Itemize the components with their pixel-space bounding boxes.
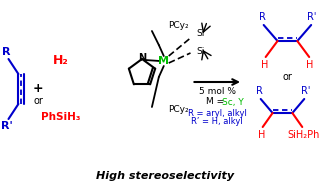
- Text: PCy₂: PCy₂: [168, 22, 188, 30]
- Text: H: H: [306, 60, 314, 70]
- Text: Si: Si: [196, 29, 205, 37]
- Text: High stereoselectivity: High stereoselectivity: [96, 171, 234, 181]
- Text: H₂: H₂: [53, 54, 69, 67]
- Text: R': R': [307, 12, 317, 22]
- Text: R = aryl, alkyl: R = aryl, alkyl: [188, 108, 247, 118]
- Text: PhSiH₃: PhSiH₃: [41, 112, 81, 122]
- Text: +: +: [33, 83, 43, 95]
- Text: Sc, Y: Sc, Y: [222, 98, 244, 106]
- Text: Si: Si: [196, 46, 205, 56]
- Text: R’ = H, alkyl: R’ = H, alkyl: [191, 118, 243, 126]
- Text: H: H: [261, 60, 268, 70]
- Text: R': R': [301, 86, 310, 96]
- Text: N: N: [138, 53, 146, 63]
- Text: 5 mol %: 5 mol %: [199, 88, 236, 97]
- Text: M =: M =: [206, 98, 227, 106]
- Text: H: H: [258, 130, 265, 140]
- Text: SiH₂Ph: SiH₂Ph: [287, 130, 319, 140]
- Text: R: R: [2, 47, 11, 57]
- Text: PCy₂: PCy₂: [168, 105, 188, 115]
- Text: R': R': [1, 121, 12, 131]
- Text: or: or: [33, 96, 43, 106]
- Text: M: M: [158, 56, 169, 66]
- Text: or: or: [283, 72, 292, 82]
- Text: R: R: [256, 86, 263, 96]
- Text: R: R: [259, 12, 266, 22]
